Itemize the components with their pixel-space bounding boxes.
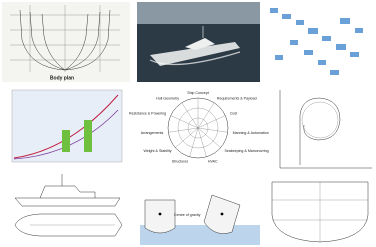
blocks-panel bbox=[270, 8, 363, 75]
spiral-label: Ship Concept bbox=[187, 91, 209, 95]
turning-circle bbox=[280, 90, 372, 168]
collage: Body plan Ship Concept Requirements & Pay… bbox=[0, 0, 376, 247]
spiral-label: HVAC bbox=[208, 160, 218, 164]
spiral-label: Arrangements bbox=[141, 131, 164, 135]
design-spiral: Ship Concept Requirements & Payload Cost Ma… bbox=[129, 91, 269, 164]
spoke bbox=[175, 128, 198, 148]
spiral-label: Manning & Automation bbox=[233, 131, 269, 135]
spiral-label: Cost bbox=[230, 111, 237, 115]
graph-panel bbox=[12, 90, 122, 162]
ship-photo bbox=[137, 2, 260, 82]
spiral-label: Resistance & Powering bbox=[129, 111, 166, 115]
ship-drawing bbox=[15, 174, 122, 236]
spoke bbox=[198, 128, 228, 132]
label: Centre of gravity bbox=[174, 213, 201, 217]
spiral-label: Requirements & Payload bbox=[217, 97, 257, 101]
stability-panel: Centre of gravity bbox=[140, 195, 260, 245]
spiral-label: Seakeeping & Manoeuvring bbox=[224, 149, 268, 153]
hull-section bbox=[272, 182, 368, 242]
spiral-label: Weight & Stability bbox=[143, 149, 171, 153]
spoke bbox=[198, 128, 206, 157]
spiral-label: Hull Geometry bbox=[156, 97, 179, 101]
body-plan-panel: Body plan bbox=[2, 2, 130, 82]
spoke bbox=[198, 128, 221, 148]
spoke bbox=[168, 128, 198, 132]
spiral-label: Structures bbox=[172, 160, 189, 164]
caption: Body plan bbox=[50, 75, 74, 81]
spoke bbox=[190, 128, 198, 157]
